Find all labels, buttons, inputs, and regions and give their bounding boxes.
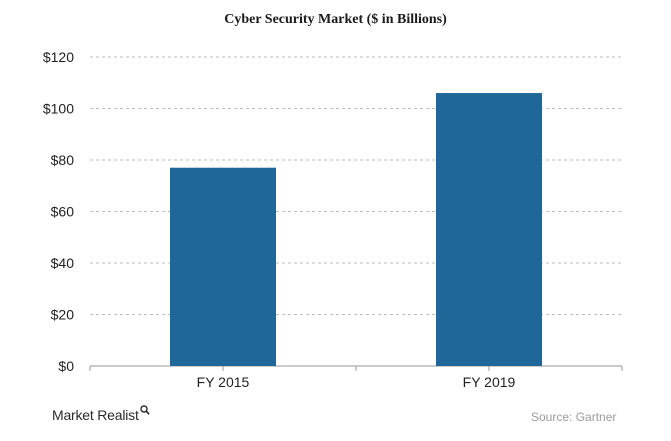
brand-logo: Market Realist [52, 405, 150, 423]
magnifier-icon [139, 402, 150, 418]
x-tick-label: FY 2015 [197, 374, 250, 390]
y-tick-label: $60 [51, 204, 75, 220]
bar [436, 93, 542, 367]
y-tick-label: $20 [51, 307, 75, 323]
chart-title: Cyber Security Market ($ in Billions) [224, 12, 447, 27]
y-tick-label: $100 [43, 101, 74, 117]
y-tick-label: $80 [51, 152, 75, 168]
brand-name: Market Realist [52, 407, 139, 423]
y-tick-label: $40 [51, 255, 75, 271]
y-tick-label: $0 [58, 358, 74, 374]
source-note: Source: Gartner [531, 410, 617, 424]
y-tick-label: $120 [43, 49, 74, 65]
x-tick-label: FY 2019 [463, 374, 516, 390]
bar [170, 167, 276, 366]
